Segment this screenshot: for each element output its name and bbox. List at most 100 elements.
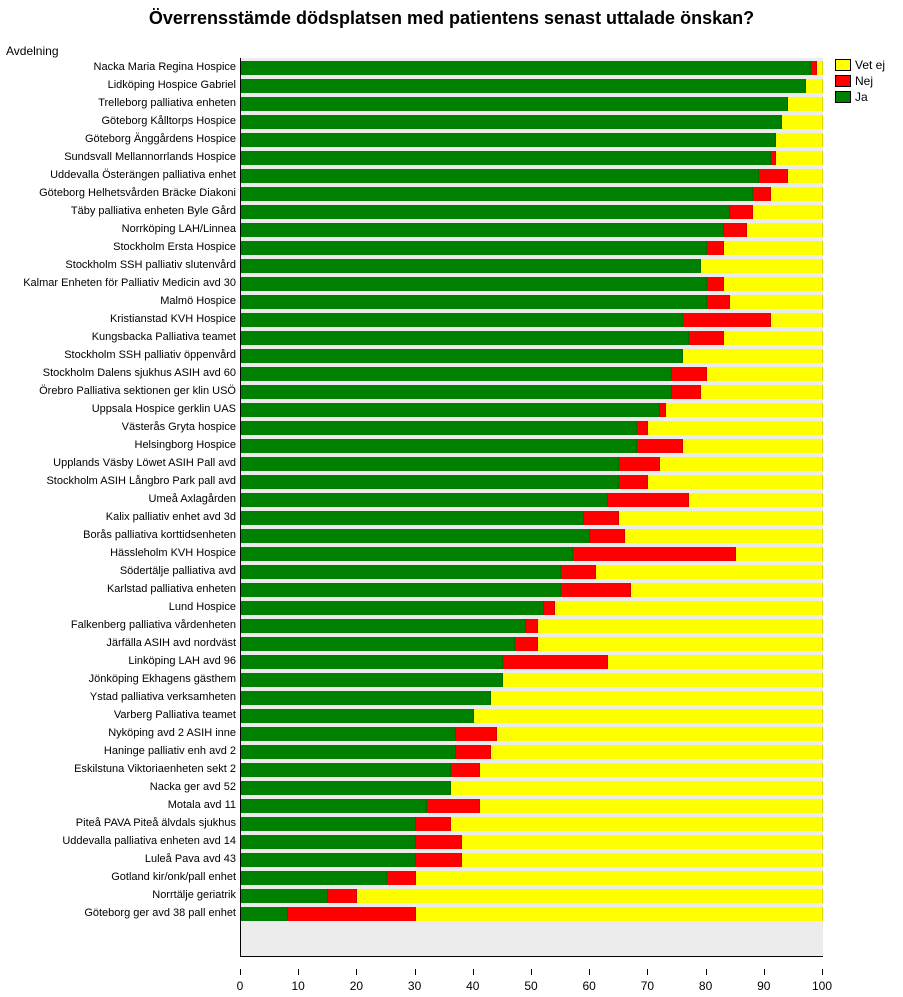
- bar-segment-ja: [241, 205, 730, 219]
- legend-item: Ja: [835, 90, 899, 104]
- bar-segment-vetej: [701, 385, 823, 399]
- bar-segment-vetej: [416, 871, 823, 885]
- bar-segment-vetej: [776, 133, 823, 147]
- bar-segment-nej: [608, 493, 689, 507]
- bar-segment-vetej: [701, 259, 823, 273]
- category-label: Hässleholm KVH Hospice: [110, 548, 236, 559]
- category-label: Nacka Maria Regina Hospice: [94, 62, 236, 73]
- bar-segment-nej: [619, 457, 660, 471]
- category-label: Malmö Hospice: [160, 296, 236, 307]
- x-tick: [706, 969, 707, 975]
- bar-segment-vetej: [451, 781, 823, 795]
- bar-segment-ja: [241, 133, 776, 147]
- bar-segment-nej: [584, 511, 619, 525]
- bar-segment-vetej: [648, 421, 823, 435]
- bar-segment-nej: [672, 367, 707, 381]
- category-label: Lund Hospice: [169, 602, 236, 613]
- bar-row: [241, 619, 823, 633]
- category-label: Trelleborg palliativa enheten: [98, 98, 236, 109]
- category-label: Jönköping Ekhagens gästhem: [89, 674, 236, 685]
- bar-segment-vetej: [806, 79, 823, 93]
- category-label: Sundsvall Mellannorrlands Hospice: [64, 152, 236, 163]
- bar-row: [241, 601, 823, 615]
- x-tick-label: 90: [757, 979, 770, 993]
- bar-segment-ja: [241, 691, 491, 705]
- bar-segment-nej: [515, 637, 538, 651]
- bar-row: [241, 673, 823, 687]
- bar-segment-ja: [241, 637, 515, 651]
- bar-segment-ja: [241, 169, 759, 183]
- bar-segment-ja: [241, 655, 503, 669]
- bar-segment-ja: [241, 907, 288, 921]
- bar-row: [241, 295, 823, 309]
- category-label: Stockholm SSH palliativ öppenvård: [64, 350, 236, 361]
- bar-segment-ja: [241, 187, 753, 201]
- bar-segment-ja: [241, 61, 811, 75]
- bar-segment-vetej: [538, 619, 823, 633]
- category-label: Linköping LAH avd 96: [128, 656, 236, 667]
- bar-row: [241, 439, 823, 453]
- bar-segment-ja: [241, 439, 637, 453]
- category-label: Göteborg Kålltorps Hospice: [101, 116, 236, 127]
- bar-segment-nej: [753, 187, 770, 201]
- bar-segment-nej: [451, 763, 480, 777]
- bar-segment-ja: [241, 673, 503, 687]
- bar-segment-nej: [672, 385, 701, 399]
- bar-segment-ja: [241, 763, 451, 777]
- plot-area: [240, 58, 823, 957]
- bar-row: [241, 745, 823, 759]
- category-label: Stockholm Ersta Hospice: [113, 242, 236, 253]
- bar-segment-vetej: [462, 835, 823, 849]
- category-label: Uddevalla palliativa enheten avd 14: [62, 836, 236, 847]
- bar-segment-nej: [387, 871, 416, 885]
- category-label: Helsingborg Hospice: [135, 440, 237, 451]
- category-label: Göteborg ger avd 38 pall enhet: [84, 908, 236, 919]
- x-tick: [240, 969, 241, 975]
- category-label: Järfälla ASIH avd nordväst: [106, 638, 236, 649]
- category-label: Stockholm SSH palliativ slutenvård: [65, 260, 236, 271]
- x-tick-label: 60: [583, 979, 596, 993]
- category-label: Norrköping LAH/Linnea: [122, 224, 236, 235]
- category-label: Göteborg Helhetsvården Bräcke Diakoni: [39, 188, 236, 199]
- category-label: Haninge palliativ enh avd 2: [104, 746, 236, 757]
- bar-segment-vetej: [782, 115, 823, 129]
- bar-segment-vetej: [771, 313, 823, 327]
- bar-segment-vetej: [683, 439, 823, 453]
- y-axis-label: Avdelning: [6, 44, 59, 58]
- x-tick-label: 30: [408, 979, 421, 993]
- bar-segment-ja: [241, 511, 584, 525]
- bar-segment-ja: [241, 493, 608, 507]
- x-tick: [356, 969, 357, 975]
- bar-row: [241, 709, 823, 723]
- bar-row: [241, 871, 823, 885]
- bar-segment-ja: [241, 223, 724, 237]
- bar-segment-nej: [689, 331, 724, 345]
- x-tick: [415, 969, 416, 975]
- bar-segment-vetej: [538, 637, 823, 651]
- legend-label: Nej: [855, 74, 873, 88]
- bar-row: [241, 565, 823, 579]
- bar-segment-ja: [241, 547, 573, 561]
- bar-row: [241, 403, 823, 417]
- bar-segment-nej: [503, 655, 608, 669]
- category-label: Karlstad palliativa enheten: [107, 584, 236, 595]
- bar-segment-vetej: [817, 61, 823, 75]
- bar-segment-vetej: [491, 691, 823, 705]
- bar-segment-vetej: [730, 295, 823, 309]
- bar-segment-ja: [241, 889, 328, 903]
- category-label: Eskilstuna Viktoriaenheten sekt 2: [74, 764, 236, 775]
- bar-row: [241, 331, 823, 345]
- bar-segment-nej: [416, 853, 463, 867]
- category-label: Luleå Pava avd 43: [145, 854, 236, 865]
- bar-segment-nej: [427, 799, 479, 813]
- legend-swatch: [835, 59, 851, 71]
- bar-segment-nej: [573, 547, 736, 561]
- bar-segment-ja: [241, 457, 619, 471]
- x-tick: [473, 969, 474, 975]
- bar-segment-vetej: [474, 709, 823, 723]
- bar-segment-ja: [241, 385, 672, 399]
- category-label: Borås palliativa korttidsenheten: [83, 530, 236, 541]
- bar-segment-nej: [561, 583, 631, 597]
- bar-row: [241, 79, 823, 93]
- x-axis: 0102030405060708090100: [240, 959, 822, 997]
